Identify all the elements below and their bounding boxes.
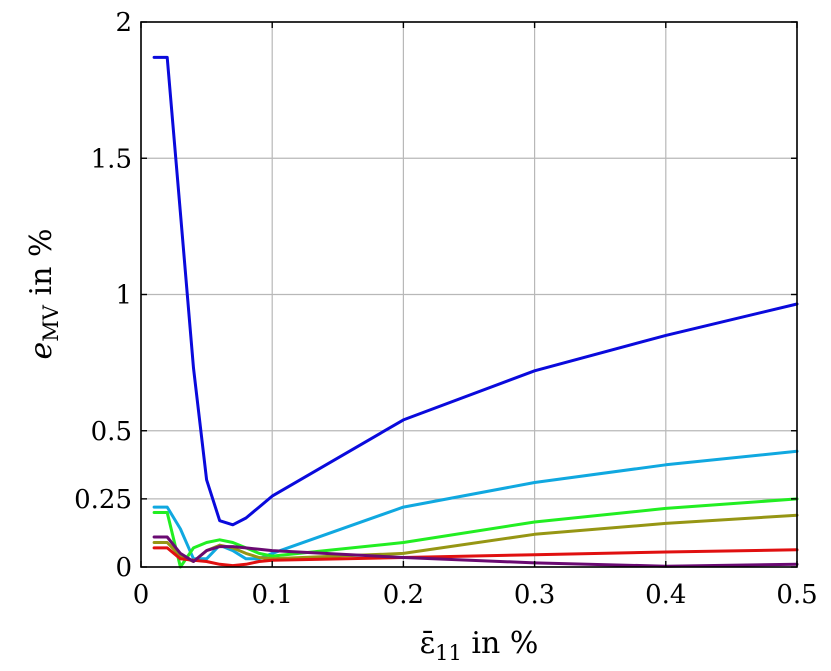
x-axis-label-main: ε̄ bbox=[420, 626, 436, 661]
x-axis-label-sub: 11 bbox=[435, 641, 462, 665]
x-tick-label: 0.3 bbox=[514, 580, 555, 610]
y-axis-label-suffix: in % bbox=[24, 229, 59, 306]
series-line-3 bbox=[152, 497, 799, 569]
x-tick-labels: 0 0.1 0.2 0.3 0.4 0.5 bbox=[133, 580, 818, 610]
series-line-4 bbox=[152, 513, 799, 563]
series-line-1 bbox=[152, 55, 799, 527]
y-tick-label: 2 bbox=[115, 8, 132, 38]
x-tick-label: 0.5 bbox=[776, 580, 817, 610]
y-tick-label: 0 bbox=[115, 553, 132, 583]
x-axis-label: ε̄11 in % bbox=[420, 626, 539, 665]
y-axis-label: eMV in % bbox=[24, 229, 63, 360]
y-tick-label: 0.5 bbox=[91, 417, 132, 447]
series-line-2 bbox=[152, 449, 799, 561]
grid bbox=[140, 21, 798, 568]
ticks bbox=[140, 21, 798, 568]
y-axis-label-sub: MV bbox=[39, 304, 63, 342]
x-tick-label: 0.4 bbox=[645, 580, 686, 610]
y-tick-label: 0.25 bbox=[74, 485, 132, 515]
y-tick-labels: 0 0.25 0.5 1 1.5 2 bbox=[74, 8, 132, 583]
y-axis-label-main: e bbox=[24, 342, 59, 360]
x-tick-label: 0.1 bbox=[252, 580, 293, 610]
series-line-5 bbox=[152, 546, 799, 568]
series-line-6 bbox=[152, 535, 799, 568]
x-tick-label: 0.2 bbox=[383, 580, 424, 610]
x-axis-label-suffix: in % bbox=[462, 626, 539, 661]
y-tick-label: 1 bbox=[115, 281, 132, 311]
x-tick-label: 0 bbox=[133, 580, 150, 610]
series-group bbox=[152, 55, 799, 569]
y-tick-label: 1.5 bbox=[91, 144, 132, 174]
